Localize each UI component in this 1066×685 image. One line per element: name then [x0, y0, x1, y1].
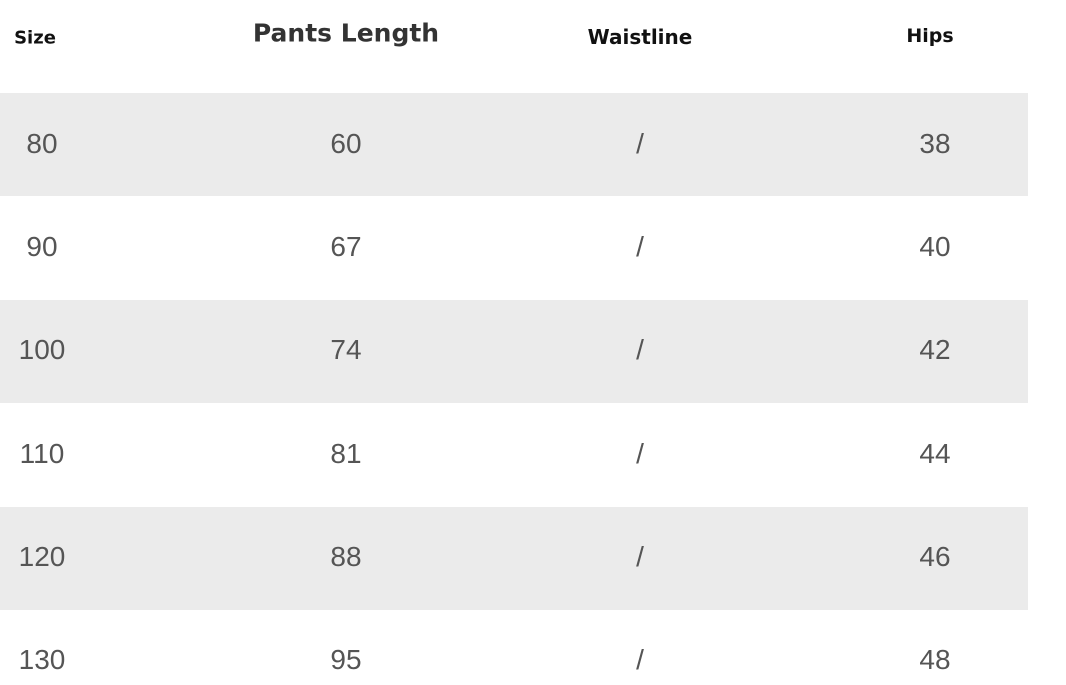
column-header: Hips: [906, 25, 954, 47]
column-header: Waistline: [587, 25, 693, 49]
row-band: [0, 506, 1028, 610]
table-cell: 130: [18, 644, 66, 675]
table-cell: /: [636, 644, 644, 675]
table-cell: 90: [26, 231, 58, 263]
table-cell: 67: [330, 231, 362, 263]
table-cell: 120: [18, 540, 66, 572]
table-cell: 40: [919, 231, 951, 263]
table-cell: 80: [26, 128, 58, 159]
table-cell: /: [636, 540, 644, 572]
table-cell: 81: [330, 437, 362, 469]
table-cell: 44: [919, 437, 951, 469]
row-band: [0, 299, 1028, 403]
table-cell: 74: [330, 334, 362, 366]
table-cell: 95: [330, 644, 362, 675]
column-header: Pants Length: [252, 18, 440, 48]
table-cell: 100: [18, 334, 66, 366]
row-band: [0, 93, 1028, 196]
table-cell: 42: [919, 334, 951, 366]
table-cell: 110: [19, 437, 65, 469]
table-cell: /: [636, 437, 644, 469]
table-cell: 46: [919, 540, 951, 572]
table-cell: 38: [919, 128, 951, 159]
table-cell: /: [636, 231, 644, 263]
column-header: Size: [14, 27, 56, 49]
table-cell: 48: [919, 644, 951, 675]
table-cell: 60: [330, 128, 362, 159]
table-cell: 88: [330, 540, 362, 572]
table-cell: /: [636, 334, 644, 366]
table-cell: /: [636, 128, 644, 159]
